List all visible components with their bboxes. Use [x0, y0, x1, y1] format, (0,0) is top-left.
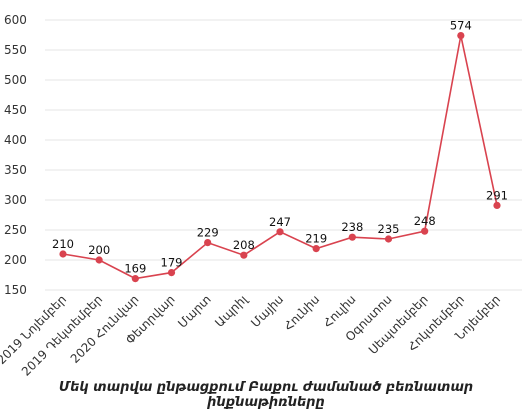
- gridlines: [45, 19, 522, 291]
- data-point: [167, 269, 176, 277]
- data-label: 210: [52, 237, 74, 251]
- data-point: [204, 239, 212, 247]
- y-tick-label: 150: [4, 283, 27, 297]
- data-label: 179: [161, 256, 183, 270]
- data-point: [240, 251, 248, 259]
- data-points: [59, 31, 501, 283]
- data-label: 235: [378, 222, 400, 236]
- data-label: 238: [341, 220, 363, 234]
- y-tick-label: 250: [4, 223, 27, 237]
- y-tick-label: 550: [4, 43, 27, 57]
- x-tick-label: Մայիս: [248, 292, 286, 330]
- x-tick-label: Հունիս: [281, 292, 322, 333]
- y-tick-label: 500: [4, 73, 27, 87]
- x-tick-label: Ապրիլ: [212, 292, 250, 330]
- data-label: 200: [88, 243, 110, 257]
- data-label: 247: [269, 215, 291, 229]
- data-point: [95, 256, 103, 264]
- y-tick-label: 200: [4, 253, 27, 267]
- x-tick-label: Մարտ: [175, 292, 214, 331]
- data-point: [276, 228, 284, 236]
- data-label: 574: [450, 19, 472, 33]
- data-label: 248: [414, 214, 436, 228]
- data-point: [421, 227, 429, 235]
- y-tick-label: 400: [4, 133, 27, 147]
- data-point: [131, 275, 139, 283]
- data-point: [59, 250, 67, 258]
- data-point: [348, 233, 356, 241]
- data-label: 229: [197, 226, 219, 240]
- data-label: 169: [124, 262, 146, 276]
- y-tick-label: 450: [4, 103, 27, 117]
- data-labels: 210 200 169 179 229 208 247 219 238 235 248 574 291: [52, 19, 508, 276]
- y-tick-label: 300: [4, 193, 27, 207]
- data-label: 291: [486, 188, 508, 202]
- data-point: [457, 31, 465, 40]
- series-line: [62, 35, 498, 280]
- data-label: 219: [305, 232, 327, 246]
- x-axis-title: Մեկ տարվա ընթացքում Բաքու ժամանած բեռնատ…: [58, 380, 474, 410]
- data-point: [493, 201, 501, 209]
- y-axis: 150 200 250 300 350 400 450 500 550 600: [4, 13, 27, 297]
- y-tick-label: 600: [4, 13, 27, 27]
- data-point: [384, 235, 393, 243]
- data-point: [312, 245, 320, 253]
- y-tick-label: 350: [4, 163, 27, 177]
- data-label: 208: [233, 238, 255, 252]
